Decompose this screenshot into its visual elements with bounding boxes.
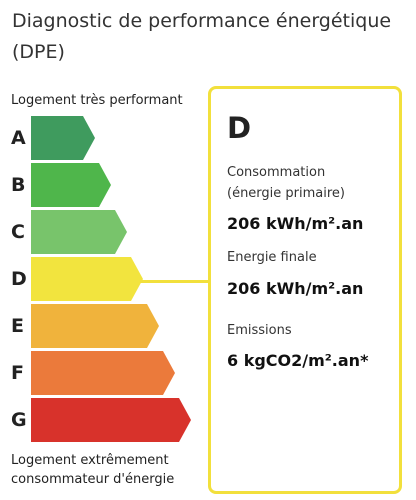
rating-letter: F [11,362,24,384]
rating-row-e: E [0,304,210,348]
rating-row-f: F [0,351,210,395]
emissions-value: 6 kgCO2/m².an* [227,351,369,370]
rating-arrow [31,304,159,348]
rating-letter: D [11,268,27,290]
result-card: D Consommation (énergie primaire) 206 kW… [208,86,402,494]
rating-arrow [31,210,127,254]
rating-arrow [31,351,175,395]
rating-arrow [31,163,111,207]
rating-letter: A [11,127,26,149]
emissions-label: Emissions [227,323,292,338]
final-energy-label: Energie finale [227,250,317,265]
rating-letter: G [11,409,27,431]
rating-row-b: B [0,163,210,207]
rating-row-c: C [0,210,210,254]
result-rating: D [227,111,252,145]
rating-letter: E [11,315,24,337]
scale-bottom-label: Logement extrêmement consommateur d'éner… [11,453,175,487]
consumption-sublabel: (énergie primaire) [227,186,345,201]
page-title: Diagnostic de performance énergétique (D… [12,10,392,63]
final-energy-value: 206 kWh/m².an [227,279,364,298]
rating-row-a: A [0,116,210,160]
rating-arrow [31,116,95,160]
rating-arrow [31,398,191,442]
consumption-value: 206 kWh/m².an [227,214,364,233]
rating-connector [140,280,209,283]
rating-row-g: G [0,398,210,442]
rating-row-d: D [0,257,210,301]
rating-letter: B [11,174,26,196]
rating-arrow [31,257,143,301]
scale-top-label: Logement très performant [11,93,183,108]
consumption-label: Consommation [227,165,326,180]
rating-letter: C [11,221,25,243]
